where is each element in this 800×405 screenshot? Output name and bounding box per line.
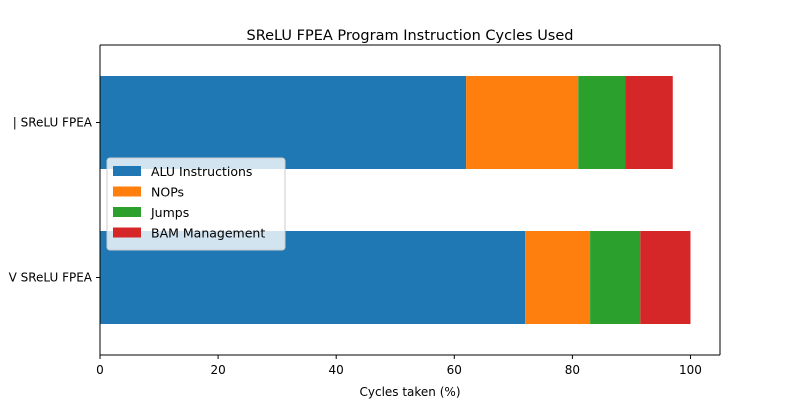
bar-segment-v-srelu-fpea-bam-management [640, 231, 691, 324]
bar-segment-u-srelu-fpea-alu-instructions [100, 76, 467, 169]
x-axis-label: Cycles taken (%) [359, 385, 460, 399]
bar-segment-u-srelu-fpea-bam-management [625, 76, 673, 169]
axes-layer [99, 44, 721, 356]
x-tick-label: 80 [565, 363, 580, 377]
legend-swatch [113, 207, 141, 217]
y-category-label: | SReLU FPEA [13, 116, 93, 130]
legend-label: NOPs [151, 185, 184, 200]
legend-label: Jumps [150, 205, 189, 220]
ticks-layer: 0 20 40 60 80 100 V SReLU FPEA | SReLU FPEA [9, 116, 702, 378]
legend: ALU Instructions NOPs Jumps BAM Management [106, 157, 286, 251]
bars-layer [100, 76, 691, 324]
x-tick-label: 0 [96, 363, 104, 377]
legend-swatch [113, 186, 141, 197]
chart-title: SReLU FPEA Program Instruction Cycles Us… [247, 28, 574, 44]
legend-label: BAM Management [151, 226, 265, 241]
legend-swatch [113, 166, 141, 176]
legend-swatch [113, 227, 141, 238]
legend-box [106, 157, 286, 251]
bar-segment-u-srelu-fpea-jumps [578, 76, 626, 169]
x-tick-label: 100 [679, 363, 702, 377]
bar-segment-v-srelu-fpea-nops [525, 231, 591, 324]
bar-segment-v-srelu-fpea-jumps [590, 231, 641, 324]
x-tick-label: 20 [210, 363, 225, 377]
legend-label: ALU Instructions [151, 164, 252, 179]
bar-segment-u-srelu-fpea-nops [466, 76, 579, 169]
y-category-label: V SReLU FPEA [9, 271, 93, 285]
x-tick-label: 40 [329, 363, 344, 377]
x-tick-label: 60 [447, 363, 462, 377]
